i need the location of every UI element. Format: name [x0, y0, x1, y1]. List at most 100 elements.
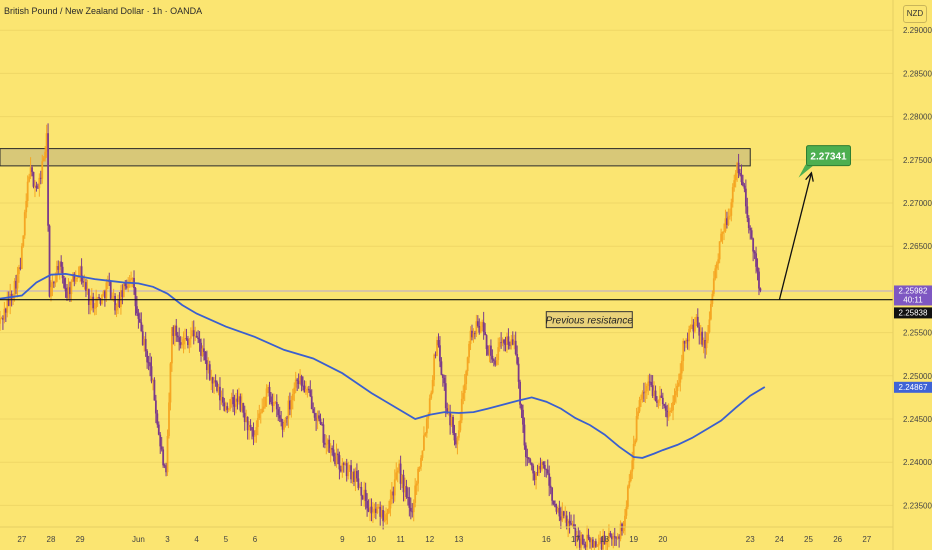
candle-body	[173, 325, 176, 336]
candle-body	[178, 337, 181, 343]
candle-body	[270, 396, 272, 403]
candle-body	[316, 415, 319, 421]
candle-body	[635, 416, 638, 441]
candle-body	[726, 218, 728, 225]
candle-body	[527, 457, 530, 460]
candle-body	[143, 338, 146, 345]
candle-body	[431, 379, 434, 393]
candle-body	[303, 385, 306, 393]
candle-body	[66, 291, 68, 298]
candle-body	[424, 433, 427, 436]
candle-body	[421, 450, 424, 458]
candle-body	[34, 185, 36, 187]
candle-body	[632, 443, 635, 461]
candle-body	[597, 541, 600, 546]
candle-body	[610, 536, 613, 540]
candle-body	[459, 420, 462, 431]
candle-body	[168, 402, 170, 437]
x-tick-label: 23	[746, 535, 755, 544]
candle-body	[169, 363, 172, 403]
candle-body	[146, 351, 149, 363]
candle-body	[647, 381, 650, 386]
candle-body	[272, 402, 275, 406]
candle-body	[137, 313, 140, 319]
candle-body	[510, 339, 513, 346]
candle-body	[401, 474, 403, 484]
candle-body	[12, 296, 15, 300]
candle-body	[730, 202, 733, 216]
candle-body	[367, 508, 370, 512]
candle-body	[455, 440, 457, 445]
candle-body	[485, 335, 488, 350]
candle-body	[319, 418, 322, 424]
candle-body	[412, 502, 415, 513]
candle-body	[160, 446, 163, 450]
candle-body	[641, 392, 644, 399]
annotation-box	[545, 311, 633, 329]
candle-body	[494, 360, 497, 365]
candle-body	[541, 461, 543, 470]
x-tick-label: 10	[367, 535, 376, 544]
x-tick-label: 28	[47, 535, 56, 544]
candle-body	[555, 506, 558, 512]
candle-body	[677, 382, 680, 386]
candle-body	[130, 278, 133, 280]
candle-body	[89, 301, 92, 305]
candle-body	[625, 506, 628, 516]
candle-body	[115, 304, 118, 311]
candle-body	[331, 448, 334, 450]
candle-body	[216, 382, 218, 391]
candle-body	[309, 390, 312, 397]
candle-body	[335, 453, 338, 465]
candle-body	[337, 453, 339, 456]
candle-body	[554, 503, 556, 507]
x-tick-label: 5	[224, 535, 229, 544]
candle-body	[586, 534, 588, 548]
candle-body	[565, 515, 568, 528]
candle-body	[696, 316, 699, 328]
candle-body	[613, 536, 616, 538]
candle-body	[691, 324, 693, 326]
candle-body	[370, 506, 373, 514]
candle-body	[245, 416, 248, 422]
currency-button[interactable]: NZD	[903, 5, 927, 23]
y-tick-label: 2.28500	[903, 69, 932, 78]
candle-body	[758, 271, 760, 289]
candle-body	[710, 303, 712, 320]
candle-body	[315, 417, 318, 421]
candle-body	[497, 347, 500, 361]
candle-body	[723, 231, 725, 232]
candle-body	[414, 485, 417, 503]
candle-body	[61, 266, 64, 279]
candle-body	[564, 515, 567, 517]
candle-body	[36, 187, 39, 189]
candle-body	[727, 216, 730, 225]
candle-body	[456, 437, 459, 445]
candle-body	[533, 473, 536, 480]
candle-body	[468, 343, 470, 358]
candle-body	[471, 330, 473, 338]
candle-body	[446, 408, 449, 414]
candle-body	[746, 206, 749, 219]
candle-body	[141, 331, 144, 345]
candle-body	[656, 400, 658, 403]
candle-body	[672, 401, 674, 411]
candle-body	[268, 386, 271, 397]
candle-body	[708, 319, 711, 333]
candle-body	[205, 360, 208, 371]
y-tick-label: 2.25500	[903, 329, 932, 338]
candle-body	[538, 466, 540, 473]
candle-body	[227, 408, 230, 411]
candle-body	[731, 187, 734, 203]
candle-body	[284, 417, 287, 423]
candle-body	[170, 327, 173, 364]
candle-body	[127, 283, 130, 288]
candle-body	[644, 391, 647, 393]
candle-body	[511, 339, 514, 345]
candle-body	[265, 388, 268, 397]
x-tick-label: 29	[76, 535, 85, 544]
candle-body	[466, 357, 469, 372]
candle-body	[232, 397, 234, 405]
candle-body	[39, 177, 42, 179]
